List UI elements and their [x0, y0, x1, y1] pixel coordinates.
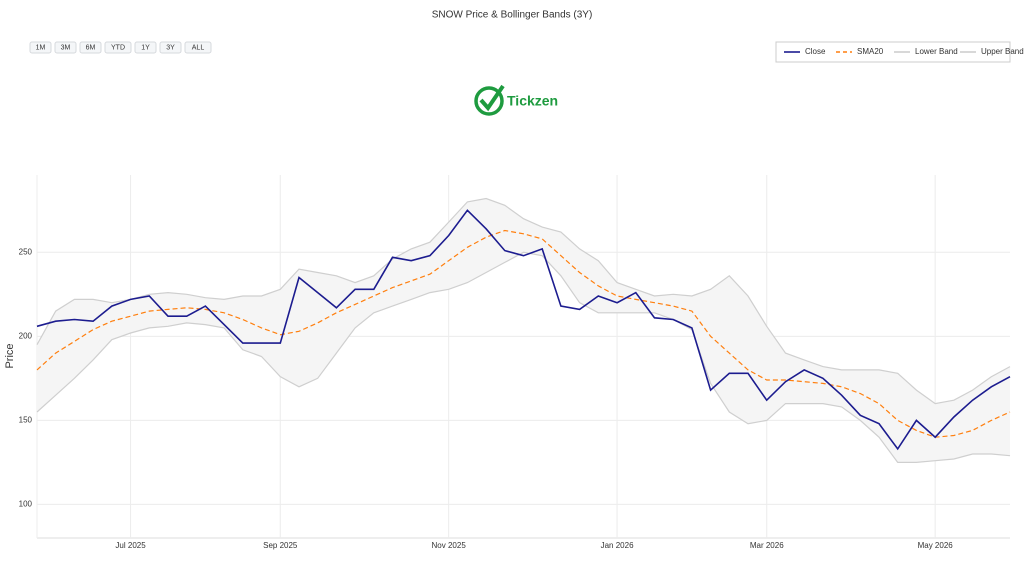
- legend-label: Close: [805, 47, 826, 56]
- legend-label: Lower Band: [915, 47, 958, 56]
- range-button-label: ALL: [192, 44, 205, 51]
- chart-title: SNOW Price & Bollinger Bands (3Y): [432, 10, 593, 21]
- legend: Close SMA20 Lower Band Upper Band: [775, 41, 1024, 63]
- logo-ring: [474, 86, 504, 116]
- range-button[interactable]: 1M: [29, 41, 52, 54]
- range-button-label: 1M: [36, 44, 46, 51]
- y-tick-label: 150: [19, 415, 33, 424]
- y-axis-label: Price: [4, 343, 16, 368]
- range-button[interactable]: 6M: [79, 41, 102, 54]
- series-line: [36, 251, 1011, 463]
- x-tick-label: Mar 2026: [750, 541, 784, 550]
- logo-check: [479, 84, 505, 112]
- logo-text: Tickzen: [507, 93, 558, 109]
- series-line: [36, 197, 1011, 405]
- legend-label: Upper Band: [981, 47, 1024, 56]
- range-button-bg: [159, 41, 182, 54]
- x-tick-label: Nov 2025: [432, 541, 467, 550]
- band-fill: [37, 198, 1010, 463]
- range-button-bg: [104, 41, 132, 54]
- legend-label: SMA20: [857, 47, 884, 56]
- y-tick-label: 100: [19, 499, 33, 508]
- range-button-label: 3M: [61, 44, 71, 51]
- range-button-label: 3Y: [166, 44, 175, 51]
- range-button[interactable]: 3Y: [159, 41, 182, 54]
- range-button-bg: [184, 41, 212, 54]
- range-button[interactable]: YTD: [104, 41, 132, 54]
- range-button-label: 6M: [86, 44, 96, 51]
- x-tick-label: May 2026: [918, 541, 954, 550]
- y-tick-label: 250: [19, 247, 33, 256]
- range-button[interactable]: ALL: [184, 41, 212, 54]
- x-tick-label: Sep 2025: [263, 541, 298, 550]
- range-button-bg: [134, 41, 157, 54]
- y-tick-label: 200: [19, 331, 33, 340]
- logo: Tickzen: [474, 84, 558, 116]
- range-button-bg: [54, 41, 77, 54]
- range-button-bg: [79, 41, 102, 54]
- range-button[interactable]: 3M: [54, 41, 77, 54]
- legend-box: [775, 41, 1011, 63]
- range-button-label: YTD: [111, 44, 125, 51]
- range-button-bg: [29, 41, 52, 54]
- x-tick-label: Jul 2025: [115, 541, 146, 550]
- range-button[interactable]: 1Y: [134, 41, 157, 54]
- x-tick-label: Jan 2026: [601, 541, 634, 550]
- range-button-label: 1Y: [141, 44, 150, 51]
- series-line: [36, 209, 1011, 451]
